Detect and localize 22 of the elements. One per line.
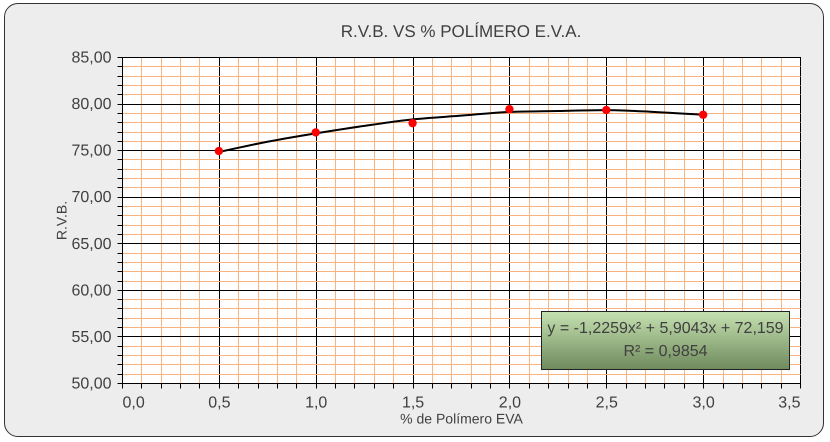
x-tick-label: 1,0 [305, 394, 328, 412]
chart-title: R.V.B. VS % POLÍMERO E.V.A. [340, 22, 582, 41]
x-tick-label: 2,5 [596, 394, 618, 412]
y-tick-label: 75,00 [71, 142, 112, 160]
y-tick-label: 55,00 [71, 328, 112, 346]
y-axis-title: R.V.B. [53, 200, 70, 240]
y-tick-label: 70,00 [71, 189, 112, 206]
x-tick-label: 3,5 [778, 394, 801, 412]
y-tick-label: 85,00 [71, 50, 112, 66]
annotation: R² = 0,9854 [622, 342, 709, 362]
x-tick-label: 3,0 [692, 394, 715, 412]
x-axis-title: % de Polímero EVA [400, 410, 524, 426]
x-tick-label: 0,5 [208, 394, 231, 412]
x-tick-label: 0,0 [122, 394, 145, 412]
equation-box: y = -1,2259x² + 5,9043x + 72,159 R² = 0,9854 [541, 311, 790, 370]
y-tick-label: 65,00 [71, 236, 112, 253]
y-tick-label: 50,00 [71, 376, 112, 392]
y-tick-label: 80,00 [71, 96, 112, 114]
x-tick-label: 2,0 [498, 394, 522, 412]
x-tick-label: 1,5 [402, 394, 424, 412]
annotation: y = -1,2259x² + 5,9043x + 72,159 [546, 319, 785, 339]
y-tick-label: 60,00 [71, 282, 112, 300]
